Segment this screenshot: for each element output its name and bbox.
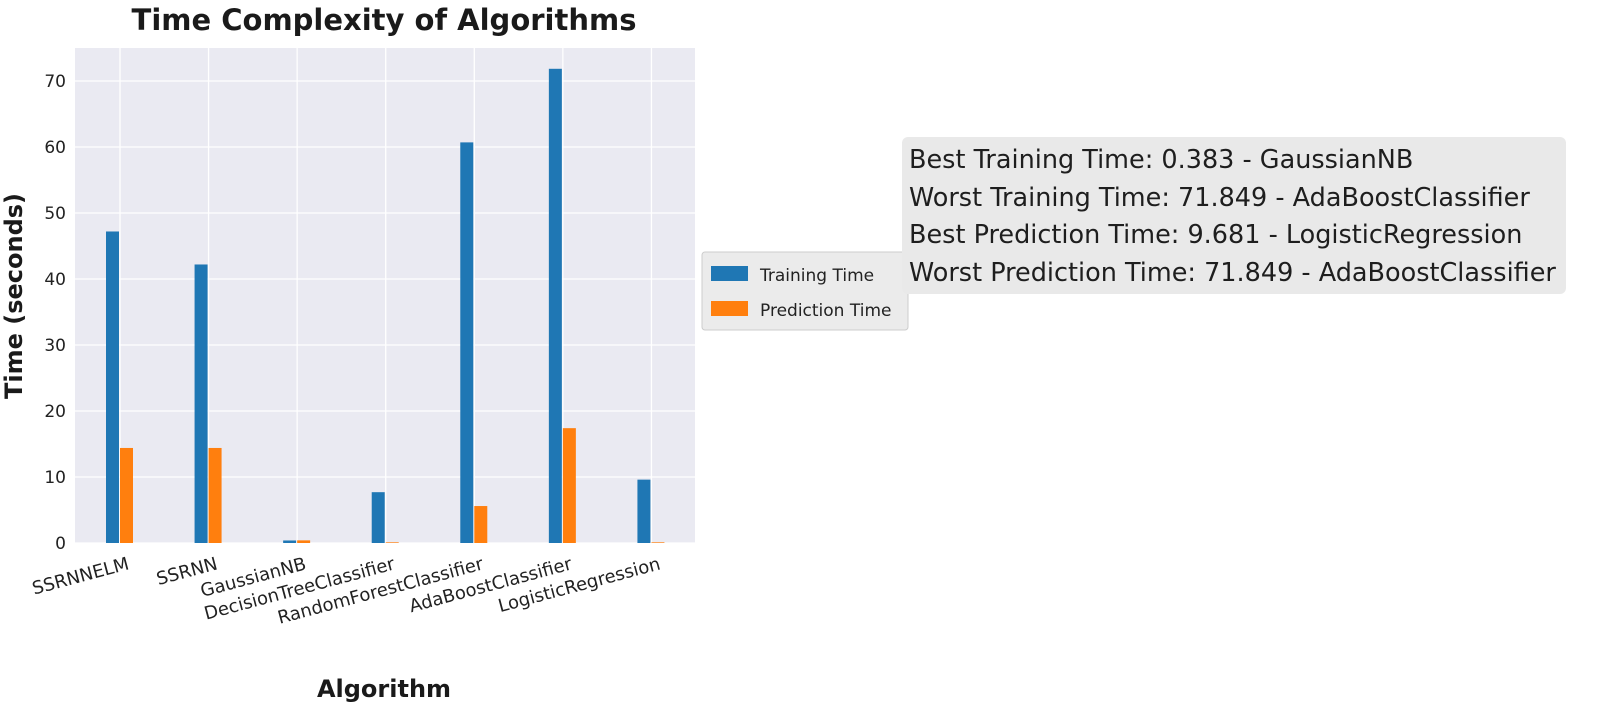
worst-prediction-time: Worst Prediction Time: 71.849 - AdaBoost… <box>909 257 1556 288</box>
y-tick-label: 60 <box>44 138 66 158</box>
legend-swatch-training <box>711 266 748 281</box>
bar-training-gaussiannb <box>283 540 297 543</box>
bar-training-randomforestclassifier <box>460 142 474 543</box>
legend-label-prediction: Prediction Time <box>760 301 891 321</box>
chart-title: Time Complexity of Algorithms <box>132 3 637 37</box>
bar-training-ssrnn <box>194 264 208 543</box>
y-tick-label: 50 <box>44 204 66 224</box>
bar-training-decisiontreeclassifier <box>371 492 385 543</box>
bar-training-ssrnnelm <box>106 231 119 544</box>
best-prediction-time: Best Prediction Time: 9.681 - LogisticRe… <box>909 220 1523 250</box>
summary-box: Best Training Time: 0.383 - GaussianNB W… <box>902 137 1566 294</box>
plot-area <box>75 48 695 543</box>
x-tick-label: SSRNNELM <box>30 554 131 600</box>
legend-label-training: Training Time <box>759 266 874 286</box>
bar-prediction-adaboostclassifier <box>562 428 576 543</box>
y-tick-label: 30 <box>44 336 66 356</box>
x-axis-label: Algorithm <box>317 675 451 703</box>
bar-prediction-ssrnnelm <box>120 447 133 543</box>
best-training-time: Best Training Time: 0.383 - GaussianNB <box>909 145 1414 175</box>
y-tick-label: 0 <box>55 534 66 554</box>
bar-prediction-randomforestclassifier <box>474 506 488 543</box>
legend: Training Time Prediction Time <box>701 251 909 331</box>
y-axis-ticks: 0 10 20 30 40 50 60 70 <box>44 72 66 554</box>
legend-swatch-prediction <box>711 301 748 316</box>
x-axis-ticks: SSRNNELM SSRNNGaussianNBDecisionTreeClass… <box>30 553 663 628</box>
y-tick-label: 70 <box>44 72 66 92</box>
bar-training-adaboostclassifier <box>548 68 562 543</box>
bar-training-logisticregression <box>637 479 651 543</box>
bar-prediction-ssrnn <box>208 447 222 543</box>
y-tick-label: 40 <box>44 270 66 290</box>
y-tick-label: 10 <box>44 468 66 488</box>
bars-group <box>106 68 665 544</box>
worst-training-time: Worst Training Time: 71.849 - AdaBoostCl… <box>909 182 1530 213</box>
y-tick-label: 20 <box>44 402 66 422</box>
bar-prediction-decisiontreeclassifier <box>385 542 399 543</box>
bar-prediction-logisticregression <box>651 542 665 543</box>
y-axis-label: Time (seconds) <box>0 193 28 399</box>
bar-prediction-gaussiannb <box>297 540 311 543</box>
